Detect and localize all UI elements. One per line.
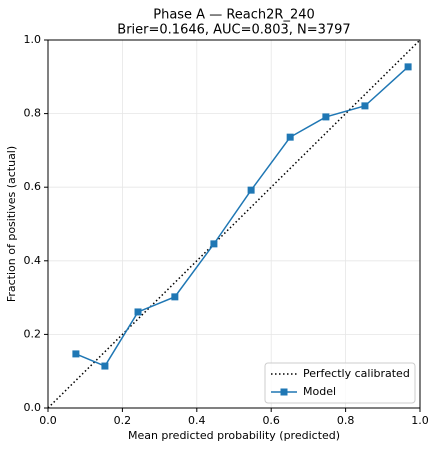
x-tick-label: 0.4 [188,414,206,427]
y-tick-label: 1.0 [24,33,42,46]
x-tick-label: 1.0 [411,414,429,427]
legend-marker [280,388,288,396]
y-tick-label: 0.0 [24,401,42,414]
x-axis-label: Mean predicted probability (predicted) [128,429,340,442]
y-tick-label: 0.4 [24,254,42,267]
series-line [47,39,421,409]
y-tick-label: 0.8 [24,107,42,120]
data-point [72,350,80,358]
data-point [134,308,142,316]
y-axis-label: Fraction of positives (actual) [5,146,18,302]
data-point [404,63,412,71]
chart-title: Phase A — Reach2R_240 [153,8,315,23]
plot-frame [47,39,421,409]
legend-label: Perfectly calibrated [303,367,410,380]
data-point [322,113,330,121]
x-tick-label: 0.6 [262,414,280,427]
y-tick-label: 0.2 [24,327,42,340]
series-line [75,66,409,367]
legend-label: Model [303,385,336,398]
data-point [361,102,369,110]
chart-subtitle: Brier=0.1646, AUC=0.803, N=3797 [117,23,350,38]
data-point [286,133,294,141]
legend-box [264,362,416,404]
x-tick-label: 0.8 [337,414,355,427]
data-point [101,362,109,370]
x-tick-label: 0.2 [114,414,132,427]
data-point [210,240,218,248]
data-point [171,293,179,301]
data-point [247,186,255,194]
y-tick-label: 0.6 [24,180,42,193]
x-tick-label: 0.0 [39,414,57,427]
